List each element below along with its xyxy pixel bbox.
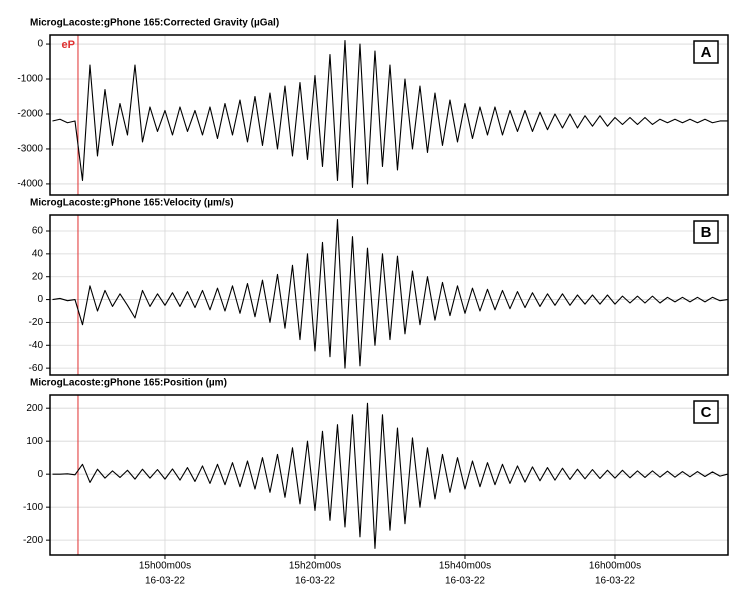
panel-label-box — [693, 40, 719, 64]
y-tick-label: -100 — [23, 502, 43, 513]
chart-title: MicrogLacoste:gPhone 165:Position (µm) — [30, 378, 227, 389]
x-tick-label: 15h40m00s — [439, 561, 491, 572]
y-tick-label: 0 — [37, 39, 43, 50]
plot-frame — [49, 214, 729, 376]
waveform — [52, 219, 728, 369]
plot-frame — [49, 394, 729, 556]
x-tick-label: 15h00m00s — [139, 561, 191, 572]
x-tick-date: 16-03-22 — [445, 576, 485, 587]
y-tick-label: -3000 — [17, 144, 43, 155]
y-tick-label: 0 — [37, 469, 43, 480]
y-tick-label: -20 — [29, 317, 44, 328]
x-tick-date: 16-03-22 — [295, 576, 335, 587]
y-tick-label: 20 — [32, 271, 44, 282]
y-tick-label: -60 — [29, 363, 44, 374]
panel-label-box — [693, 400, 719, 424]
y-tick-label: -2000 — [17, 109, 43, 120]
plot-background — [50, 215, 728, 375]
y-tick-label: -1000 — [17, 74, 43, 85]
y-tick-label: 0 — [37, 294, 43, 305]
plot-background — [50, 395, 728, 555]
y-tick-label: -4000 — [17, 179, 43, 190]
plot-background — [50, 35, 728, 195]
plot-frame — [49, 34, 729, 196]
waveform — [52, 402, 728, 549]
panel-label-box — [693, 220, 719, 244]
chart-title: MicrogLacoste:gPhone 165:Corrected Gravi… — [30, 18, 279, 29]
y-tick-label: 60 — [32, 226, 44, 237]
chart-title: MicrogLacoste:gPhone 165:Velocity (µm/s) — [30, 198, 234, 209]
y-tick-label: -200 — [23, 535, 43, 546]
panel-label: A — [701, 44, 712, 61]
x-tick-date: 16-03-22 — [595, 576, 635, 587]
x-tick-label: 15h20m00s — [289, 561, 341, 572]
y-tick-label: -40 — [29, 340, 44, 351]
waveform — [52, 40, 728, 188]
panel-label: B — [701, 224, 712, 241]
panel-label: C — [701, 404, 712, 421]
x-tick-label: 16h00m00s — [589, 561, 641, 572]
event-label: eP — [62, 39, 75, 51]
y-tick-label: 200 — [26, 403, 43, 414]
x-tick-date: 16-03-22 — [145, 576, 185, 587]
y-tick-label: 40 — [32, 248, 44, 259]
y-tick-label: 100 — [26, 436, 43, 447]
